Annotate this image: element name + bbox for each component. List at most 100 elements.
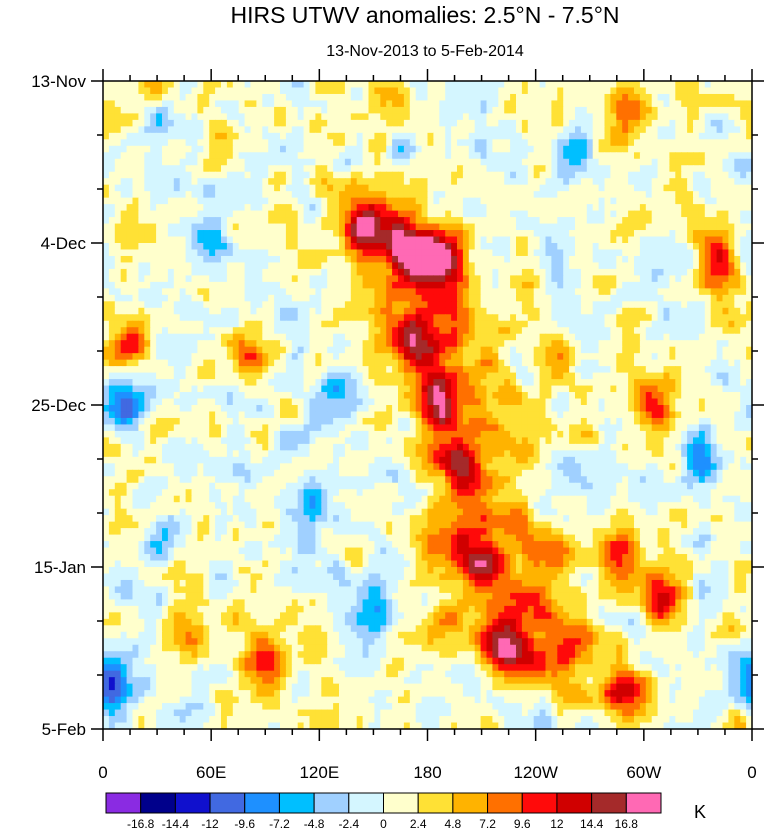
field-cell xyxy=(728,184,735,192)
field-cell xyxy=(527,191,535,199)
field-cell xyxy=(398,152,405,160)
field-cell xyxy=(498,132,505,140)
field-cell xyxy=(374,255,381,264)
field-cell xyxy=(350,223,358,231)
field-cell xyxy=(380,262,387,270)
field-cell xyxy=(704,288,712,296)
field-cell xyxy=(232,307,240,315)
field-cell xyxy=(209,255,216,264)
field-cell xyxy=(380,184,387,192)
field-cell xyxy=(628,171,635,179)
field-cell xyxy=(368,255,375,264)
field-cell xyxy=(728,158,735,166)
field-cell xyxy=(185,275,193,283)
field-cell xyxy=(374,106,381,114)
field-cell xyxy=(321,184,328,192)
field-cell xyxy=(380,301,387,309)
field-cell xyxy=(504,255,511,264)
field-cell xyxy=(120,106,128,114)
field-cell xyxy=(179,268,187,276)
field-cell xyxy=(516,145,523,153)
field-cell xyxy=(244,197,252,205)
field-cell xyxy=(250,106,257,114)
field-cell xyxy=(321,132,328,140)
field-cell xyxy=(421,210,429,218)
field-cell xyxy=(610,217,617,225)
field-cell xyxy=(598,359,606,367)
field-cell xyxy=(645,197,653,205)
field-cell xyxy=(557,366,564,374)
field-cell xyxy=(468,106,476,114)
field-cell xyxy=(669,178,676,186)
field-cell xyxy=(492,87,499,95)
field-cell xyxy=(179,119,187,127)
field-cell xyxy=(103,340,110,348)
field-cell xyxy=(598,126,606,134)
field-cell xyxy=(197,197,204,205)
field-cell xyxy=(740,353,747,361)
field-cell xyxy=(262,139,269,147)
field-cell xyxy=(268,366,275,374)
field-cell xyxy=(451,100,458,108)
field-cell xyxy=(604,223,611,231)
field-cell xyxy=(486,204,493,212)
field-cell xyxy=(527,320,535,328)
field-cell xyxy=(575,223,582,231)
field-cell xyxy=(350,217,358,225)
field-cell xyxy=(297,268,305,276)
field-cell xyxy=(403,106,411,114)
field-cell xyxy=(492,113,499,121)
field-cell xyxy=(681,132,688,140)
field-cell xyxy=(173,353,181,361)
field-cell xyxy=(628,191,635,199)
field-cell xyxy=(409,119,417,127)
field-cell xyxy=(350,87,358,95)
field-cell xyxy=(634,327,641,335)
field-cell xyxy=(657,100,665,108)
field-cell xyxy=(510,346,517,354)
field-cell xyxy=(681,171,688,179)
field-cell xyxy=(445,93,452,102)
field-cell xyxy=(380,93,387,102)
field-cell xyxy=(244,223,252,231)
field-cell xyxy=(580,249,588,257)
field-cell xyxy=(179,333,187,341)
field-cell xyxy=(527,230,535,238)
field-cell xyxy=(693,294,700,302)
field-cell xyxy=(250,113,257,121)
field-cell xyxy=(669,340,676,348)
field-cell xyxy=(722,275,729,283)
field-cell xyxy=(285,249,293,257)
field-cell xyxy=(244,281,252,289)
field-cell xyxy=(710,81,718,89)
field-cell xyxy=(356,288,364,296)
field-cell xyxy=(250,294,257,302)
field-cell xyxy=(185,301,193,309)
field-cell xyxy=(439,171,446,179)
field-cell xyxy=(716,243,724,251)
field-cell xyxy=(173,275,181,283)
field-cell xyxy=(167,268,175,276)
field-cell xyxy=(173,249,181,257)
field-cell xyxy=(398,346,405,354)
field-cell xyxy=(250,301,257,309)
field-cell xyxy=(628,262,635,270)
field-cell xyxy=(728,126,735,134)
field-cell xyxy=(108,191,116,199)
field-cell xyxy=(350,139,358,147)
field-cell xyxy=(197,100,204,108)
field-cell xyxy=(238,178,246,186)
field-cell xyxy=(197,372,204,380)
field-cell xyxy=(162,132,169,140)
field-cell xyxy=(386,301,393,309)
field-cell xyxy=(108,359,116,367)
field-cell xyxy=(221,165,228,173)
field-cell xyxy=(663,268,670,276)
field-cell xyxy=(468,126,476,134)
field-cell xyxy=(262,113,269,121)
field-cell xyxy=(103,204,110,212)
field-cell xyxy=(285,217,293,225)
field-cell xyxy=(439,243,446,251)
field-cell xyxy=(569,333,576,341)
field-cell xyxy=(291,145,299,153)
